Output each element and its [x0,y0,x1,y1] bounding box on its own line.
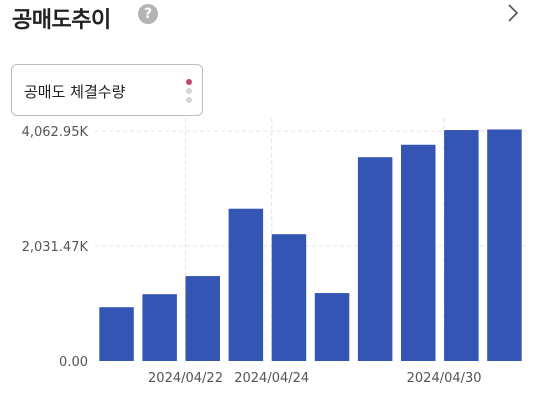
bar [185,276,220,361]
x-tick-label: 2024/04/24 [234,371,309,386]
indicator-dot [186,88,192,94]
page-title: 공매도추이 [12,8,111,33]
bar [357,157,393,361]
bar [228,208,264,361]
bar [99,307,134,361]
bar [314,293,350,361]
metric-selector-label: 공매도 체결수량 [24,83,126,101]
indicator-dot [186,97,192,103]
bar [401,144,436,361]
vertical-dots-icon [186,79,194,106]
indicator-dot [186,79,192,85]
help-icon[interactable]: ? [138,4,158,24]
metric-selector[interactable]: 공매도 체결수량 [11,64,203,116]
bar [142,294,177,361]
bar [271,234,307,361]
x-tick-label: 2024/04/22 [148,371,223,386]
short-selling-bar-chart: 0.00 2,031.47K 4,062.95K 2024/04/22 2024/04/… [22,118,526,386]
y-tick-label: 2,031.47K [22,240,89,255]
y-tick-label: 4,062.95K [22,125,89,140]
x-tick-label: 2024/04/30 [407,371,482,386]
bar [487,129,522,361]
bar [444,130,479,361]
chevron-right-icon[interactable] [504,2,522,24]
y-tick-label: 0.00 [59,355,88,370]
